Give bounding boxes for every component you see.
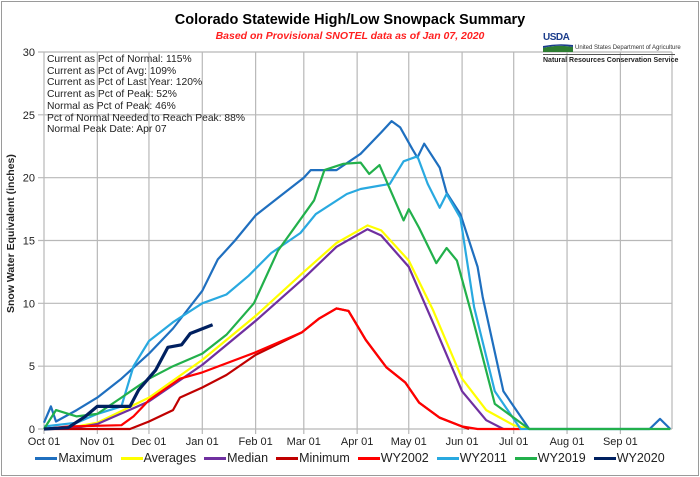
series-line-wy2002 (43, 307, 521, 431)
y-tick-label: 20 (23, 173, 35, 185)
series-line-averages (43, 224, 530, 431)
legend-item-wy2002: WY2002 (357, 451, 429, 465)
legend-label: Maximum (58, 451, 113, 465)
x-tick-label: Aug 01 (550, 436, 585, 448)
x-tick-label: Jul 01 (499, 436, 528, 448)
series-line-wy2020 (43, 323, 214, 431)
x-tick-label: Mar 01 (287, 436, 321, 448)
x-tick-label: Jun 01 (446, 436, 479, 448)
legend-item-minimum: Minimum (276, 451, 350, 465)
legend-item-median: Median (204, 451, 268, 465)
y-tick-label: 30 (23, 47, 35, 59)
y-tick-label: 5 (29, 361, 35, 373)
legend-label: Averages (143, 451, 197, 465)
legend-label: WY2019 (537, 451, 586, 465)
series-line-wy2019 (43, 161, 671, 431)
logo-divider (543, 54, 675, 55)
legend-item-wy2020: WY2020 (593, 451, 665, 465)
stat-line: Pct of Normal Needed to Reach Peak: 88% (47, 112, 246, 124)
chart-title: Colorado Statewide High/Low Snowpack Sum… (174, 12, 526, 28)
series-line-median (43, 228, 504, 431)
nrcs-label: Natural Resources Conservation Service (543, 57, 679, 64)
legend-item-averages: Averages (120, 451, 197, 465)
legend-swatch (593, 456, 616, 460)
series-line-wy2011 (43, 155, 530, 431)
stat-line: Current as Pct of Last Year: 120% (47, 77, 203, 89)
y-tick-label: 25 (23, 110, 35, 122)
x-tick-label: Apr 01 (341, 436, 373, 448)
x-tick-label: Oct 01 (28, 436, 60, 448)
legend-label: WY2020 (616, 451, 665, 465)
stat-line: Normal Peak Date: Apr 07 (47, 124, 167, 136)
legend-swatch (276, 456, 299, 460)
series-line-maximum (42, 119, 672, 431)
legend-swatch (35, 456, 58, 460)
legend: Maximum Averages Median Minimum WY2002 WY2011… (0, 451, 700, 465)
stat-line: Current as Pct of Peak: 52% (47, 89, 177, 101)
legend-label: Median (227, 451, 269, 465)
x-tick-label: Feb 01 (239, 436, 273, 448)
x-tick-label: Nov 01 (80, 436, 115, 448)
x-tick-label: Dec 01 (132, 436, 167, 448)
usda-wordmark: USDA (543, 32, 570, 43)
stat-line: Current as Pct of Normal: 115% (47, 54, 192, 65)
usda-field-icon (543, 44, 573, 52)
y-tick-label: 15 (23, 236, 35, 248)
legend-label: Minimum (299, 451, 350, 465)
legend-swatch (120, 456, 143, 460)
legend-label: WY2011 (459, 451, 507, 465)
x-tick-label: Jan 01 (186, 436, 219, 448)
legend-swatch (204, 456, 227, 460)
y-axis-label: Snow Water Equivalent (inches) (5, 154, 17, 313)
chart-subtitle: Based on Provisional SNOTEL data as of J… (215, 30, 485, 42)
stat-line: Normal as Pct of Peak: 46% (47, 100, 176, 112)
legend-item-wy2019: WY2019 (514, 451, 586, 465)
legend-label: WY2002 (380, 451, 429, 465)
x-tick-label: May 01 (391, 436, 427, 448)
x-tick-label: Sep 01 (603, 436, 638, 448)
stat-line: Current as Pct of Avg: 109% (47, 65, 177, 77)
legend-swatch (436, 456, 459, 460)
stats-box: Current as Pct of Normal: 115% Current a… (47, 54, 245, 136)
y-tick-label: 10 (23, 298, 35, 310)
legend-item-maximum: Maximum (35, 451, 113, 465)
usda-logo: USDA United States Department of Agricul… (543, 32, 681, 64)
legend-item-wy2011: WY2011 (436, 451, 507, 465)
legend-swatch (357, 456, 380, 460)
legend-swatch (514, 456, 537, 460)
usda-department: United States Department of Agriculture (575, 45, 681, 51)
y-tick-label: 0 (29, 424, 35, 436)
